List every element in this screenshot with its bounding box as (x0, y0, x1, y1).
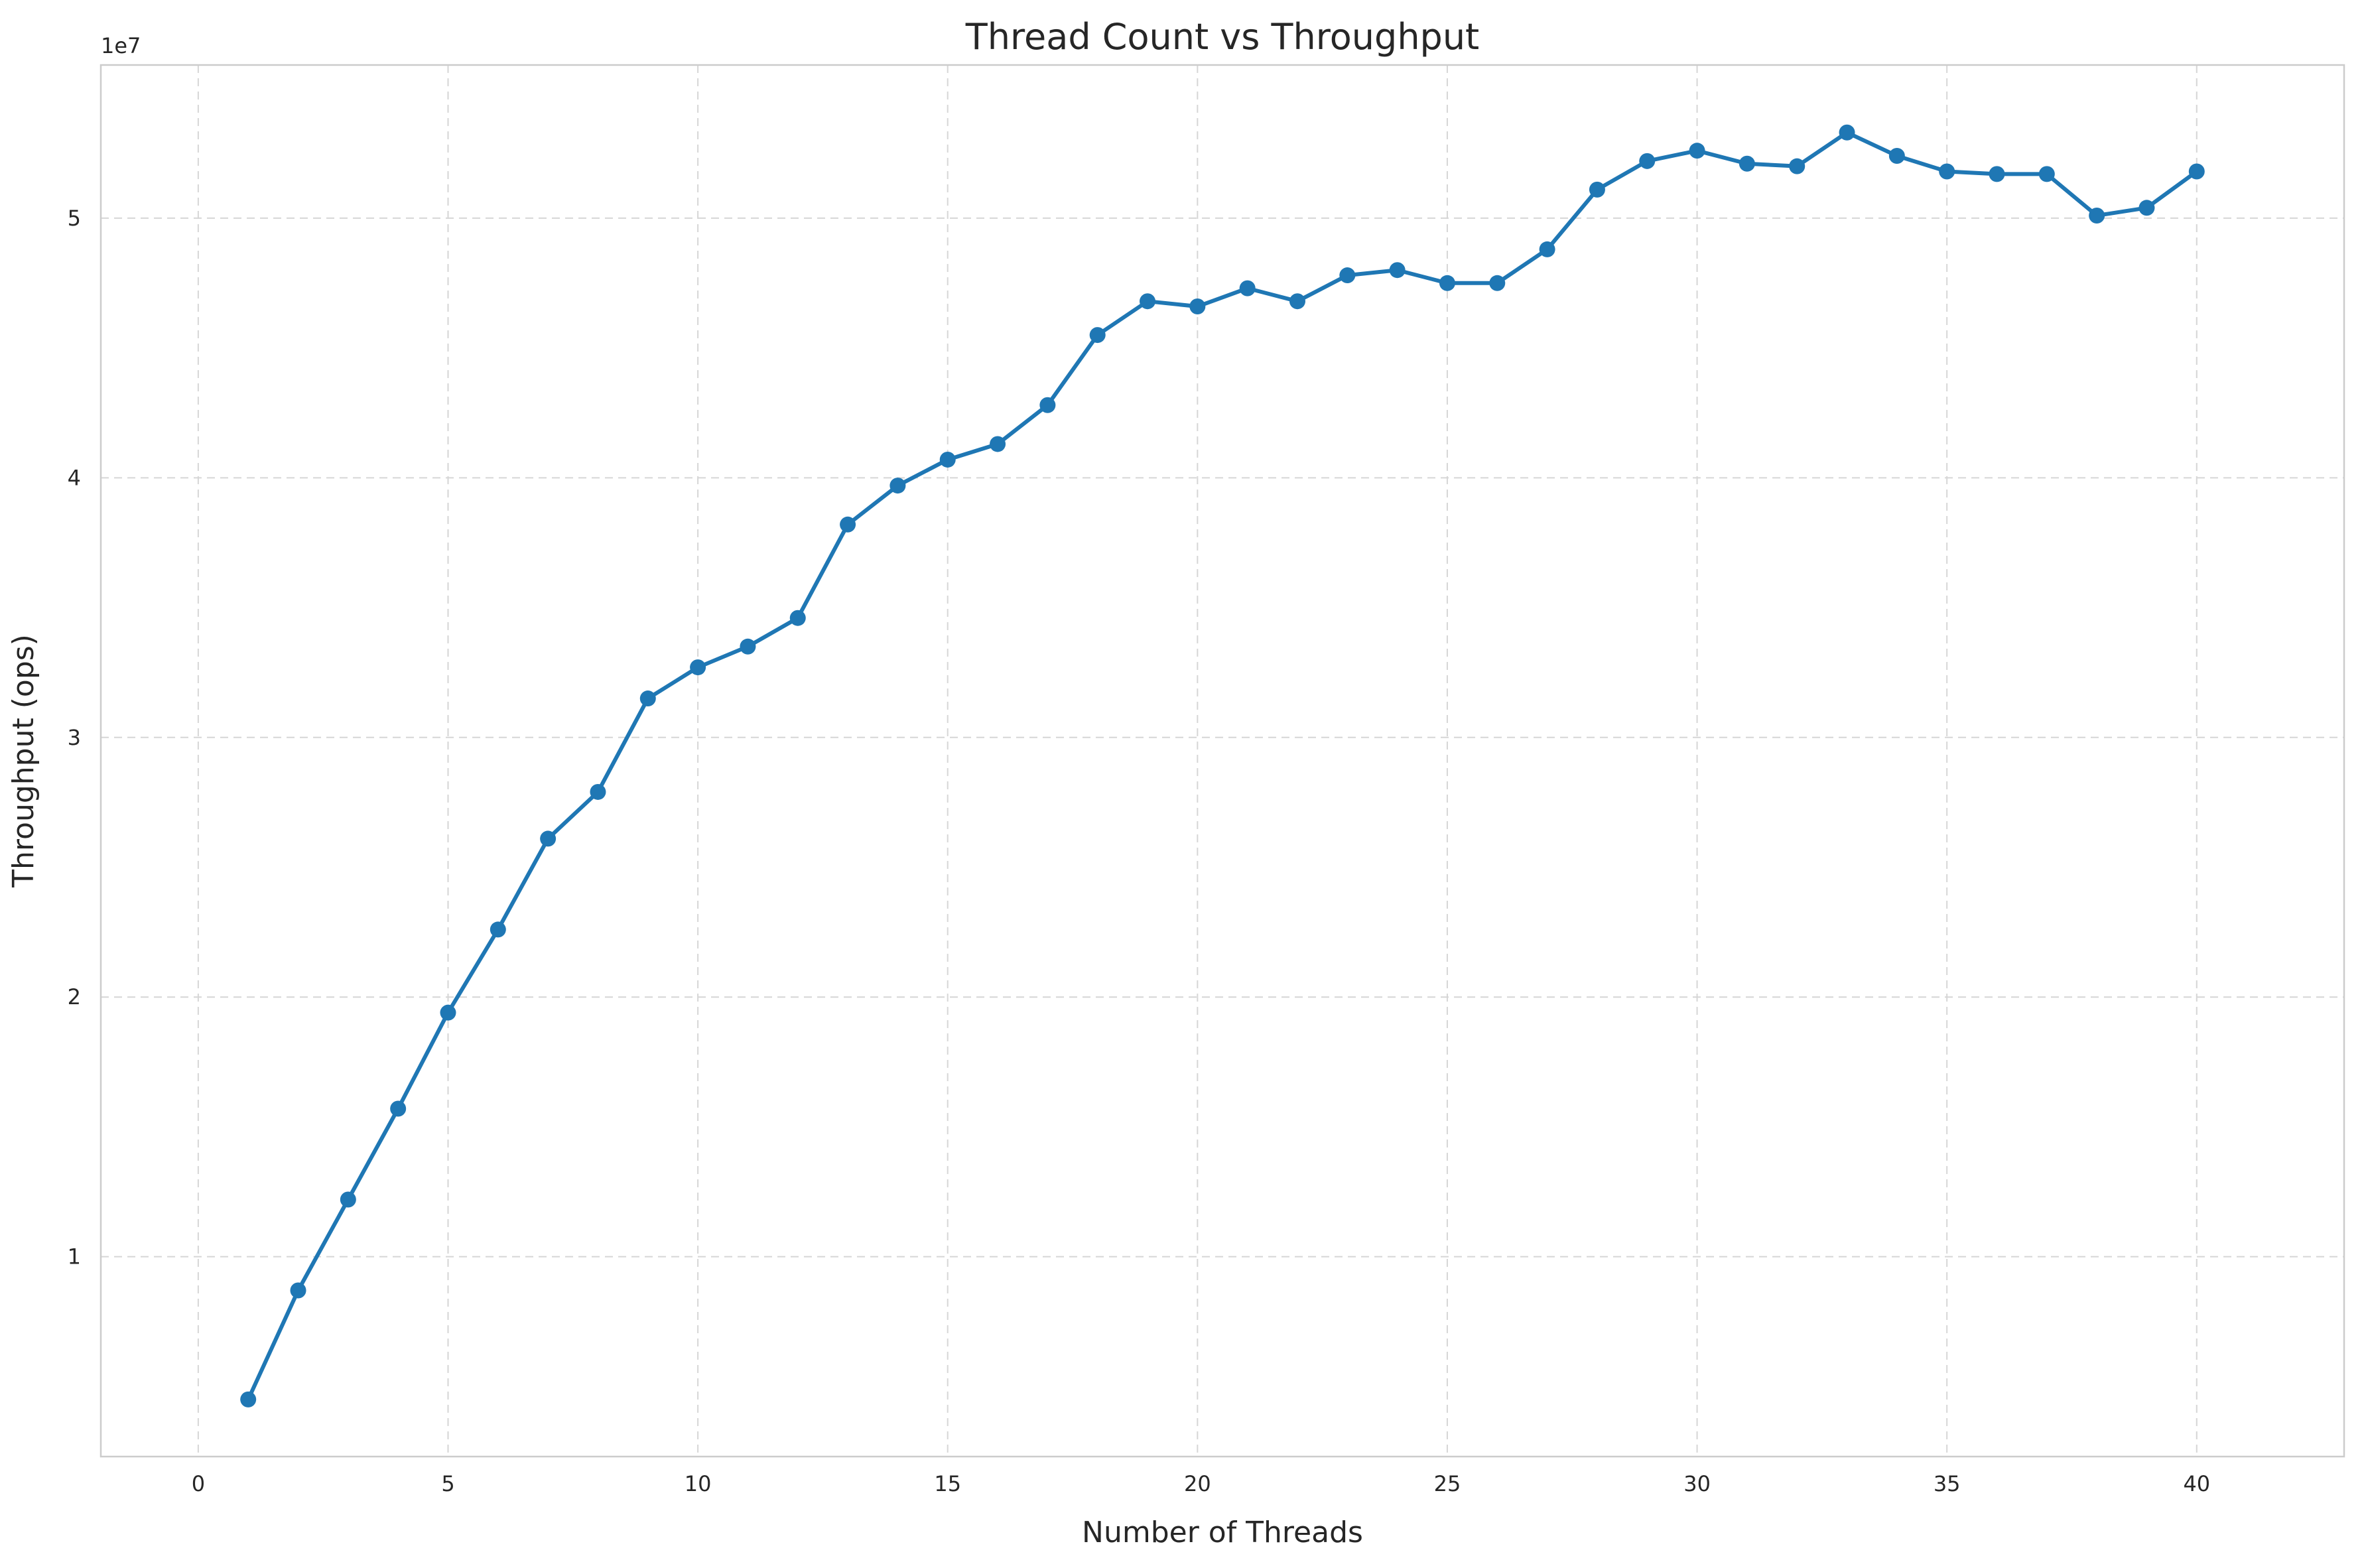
data-points (240, 124, 2205, 1407)
x-tick-label: 0 (192, 1471, 205, 1496)
y-tick-label: 1 (68, 1244, 81, 1270)
data-point (990, 436, 1006, 452)
data-point (2038, 166, 2055, 182)
series-line (246, 130, 2199, 1402)
data-point (889, 478, 906, 494)
y-axis-label: Throughput (ops) (7, 634, 40, 888)
data-point (1239, 280, 1256, 296)
data-point (1039, 397, 1056, 413)
plot-frame (99, 64, 2345, 1458)
data-point (340, 1191, 356, 1208)
data-point (690, 659, 706, 676)
data-point (1689, 143, 1705, 159)
data-point (939, 451, 956, 468)
y-axis-ticks: 1 2 3 4 5 (68, 206, 81, 1270)
data-point (290, 1282, 306, 1299)
data-point (1589, 181, 1605, 198)
x-tick-label: 20 (1184, 1471, 1211, 1496)
x-tick-label: 25 (1434, 1471, 1461, 1496)
series-layer (240, 124, 2205, 1407)
data-point (1439, 275, 1455, 291)
data-point (740, 638, 756, 655)
data-point (590, 783, 606, 800)
data-point (1539, 241, 1555, 257)
data-point (440, 1004, 456, 1021)
y-axis-offset-label: 1e7 (101, 33, 141, 58)
data-point (490, 921, 506, 938)
grid-lines (101, 65, 2344, 1457)
data-point (1140, 293, 1156, 310)
data-point (1189, 298, 1206, 315)
x-tick-label: 40 (2183, 1471, 2210, 1496)
data-point (240, 1391, 257, 1407)
data-point (789, 610, 806, 626)
data-point (840, 516, 856, 533)
data-point (1489, 275, 1506, 291)
data-point (1339, 267, 1356, 284)
data-point (1939, 163, 1955, 180)
x-tick-label: 5 (441, 1471, 454, 1496)
data-point (1989, 166, 2005, 182)
data-point (2138, 200, 2155, 216)
x-axis-ticks: 0 5 10 15 20 25 30 35 40 (192, 1471, 2210, 1496)
y-tick-label: 5 (68, 206, 81, 231)
data-point (1389, 262, 1406, 279)
y-tick-label: 4 (68, 465, 81, 490)
x-tick-label: 10 (685, 1471, 712, 1496)
y-tick-label: 3 (68, 725, 81, 750)
data-point (1888, 147, 1905, 164)
data-point (2188, 163, 2205, 180)
x-tick-label: 30 (1683, 1471, 1711, 1496)
x-axis-label: Number of Threads (1082, 1516, 1363, 1549)
y-tick-label: 2 (68, 984, 81, 1010)
data-point (540, 830, 557, 847)
data-point (1089, 327, 1106, 344)
data-point (2089, 208, 2105, 224)
x-tick-label: 35 (1934, 1471, 1961, 1496)
data-point (1289, 293, 1305, 310)
x-tick-label: 15 (934, 1471, 961, 1496)
data-point (1789, 158, 1806, 174)
data-point (639, 690, 656, 707)
data-point (1639, 153, 1656, 169)
data-point (390, 1100, 407, 1117)
data-point (1739, 155, 1755, 172)
chart-title: Thread Count vs Throughput (965, 16, 1479, 58)
data-point (1839, 124, 1855, 141)
